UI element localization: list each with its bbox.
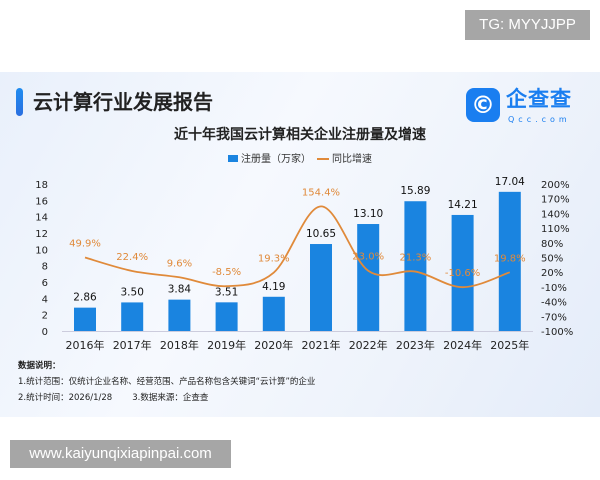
- bar-value-label: 10.65: [306, 228, 336, 240]
- left-axis-tick: 14: [35, 213, 48, 224]
- growth-value-label: 19.3%: [258, 254, 290, 265]
- bar-value-label: 17.04: [495, 176, 525, 188]
- bar-value-label: 4.19: [262, 281, 285, 293]
- growth-value-label: 23.0%: [352, 252, 384, 263]
- growth-value-label: -8.5%: [212, 267, 241, 278]
- bar-value-label: 3.50: [121, 286, 144, 298]
- legend-bar-label: 注册量（万家）: [241, 154, 311, 165]
- notes-heading: 数据说明：: [18, 361, 61, 371]
- bar-value-label: 2.86: [73, 292, 97, 304]
- website-watermark: www.kaiyunqixiapinpai.com: [10, 440, 231, 468]
- x-axis-tick: 2023年: [396, 338, 435, 352]
- left-axis-tick: 4: [42, 294, 48, 305]
- data-notes: 数据说明： 1.统计范围：仅统计企业名称、经营范围、产品名称包含关键词“云计算”…: [18, 358, 315, 406]
- right-axis-tick: 140%: [541, 209, 570, 220]
- right-axis-tick: -10%: [541, 283, 567, 294]
- growth-value-label: 49.9%: [69, 239, 101, 250]
- left-axis-tick: 10: [35, 245, 48, 256]
- notes-date: 2.统计时间：2026/1/28: [18, 393, 113, 403]
- notes-source: 3.数据来源：企查查: [132, 393, 209, 403]
- bar-value-label: 3.51: [215, 286, 238, 298]
- growth-value-label: 21.3%: [400, 253, 432, 264]
- bar: [168, 299, 191, 331]
- x-axis-tick: 2017年: [113, 338, 152, 352]
- right-axis-tick: -40%: [541, 298, 567, 309]
- logo-domain: Qcc.com: [508, 115, 571, 124]
- legend-line-label: 同比增速: [332, 154, 372, 165]
- x-axis-tick: 2021年: [302, 338, 341, 352]
- notes-line-2: 2.统计时间：2026/1/28 3.数据来源：企查查: [18, 390, 315, 406]
- report-title: 云计算行业发展报告: [33, 90, 213, 114]
- chart-legend: 注册量（万家） 同比增速: [0, 153, 600, 167]
- qcc-logo: © 企查查 Qcc.com: [466, 86, 586, 128]
- bar-value-label: 14.21: [448, 199, 478, 211]
- x-axis-tick: 2019年: [207, 338, 246, 352]
- right-axis-tick: -70%: [541, 312, 567, 323]
- telegram-badge: TG: MYYJJPP: [465, 10, 590, 40]
- bar: [215, 302, 238, 331]
- growth-value-label: 19.8%: [494, 253, 526, 264]
- left-axis-tick: 2: [42, 311, 48, 322]
- bar: [498, 191, 521, 331]
- left-axis-tick: 0: [42, 327, 48, 338]
- right-axis-tick: 200%: [541, 180, 570, 191]
- bar-value-label: 15.89: [400, 185, 430, 197]
- x-axis-tick: 2022年: [349, 338, 388, 352]
- x-axis-tick: 2016年: [66, 338, 105, 352]
- right-axis-tick: 170%: [541, 195, 570, 206]
- right-axis-tick: 20%: [541, 268, 563, 279]
- x-axis-tick: 2020年: [254, 338, 293, 352]
- growth-value-label: 9.6%: [167, 258, 192, 269]
- legend-line-swatch: [317, 158, 329, 160]
- bar: [310, 244, 332, 331]
- right-axis-tick: 110%: [541, 224, 570, 235]
- bar: [121, 302, 144, 331]
- title-accent-bar: [16, 88, 23, 116]
- left-axis-tick: 6: [42, 278, 48, 289]
- right-axis-tick: 80%: [541, 239, 563, 250]
- bar: [451, 214, 474, 331]
- left-axis-tick: 16: [35, 196, 48, 207]
- bar: [404, 201, 427, 331]
- left-axis-tick: 12: [35, 229, 48, 240]
- left-axis-tick: 18: [35, 180, 48, 191]
- x-axis-tick: 2025年: [490, 338, 529, 352]
- bar: [262, 296, 285, 331]
- logo-text: 企查查: [506, 87, 572, 111]
- growth-value-label: -10.6%: [445, 268, 480, 279]
- right-axis-tick: -100%: [541, 327, 573, 338]
- growth-line: [84, 205, 511, 289]
- x-axis-tick: 2018年: [160, 338, 199, 352]
- notes-line-1: 1.统计范围：仅统计企业名称、经营范围、产品名称包含关键词“云计算”的企业: [18, 377, 316, 387]
- chart-title: 近十年我国云计算相关企业注册量及增速: [174, 127, 426, 143]
- right-axis-tick: 50%: [541, 254, 563, 265]
- legend-bar-swatch: [228, 155, 238, 162]
- bar: [74, 307, 96, 331]
- bar: [357, 224, 380, 331]
- left-axis-tick: 8: [42, 262, 48, 273]
- growth-value-label: 22.4%: [116, 252, 148, 263]
- bar-value-label: 13.10: [353, 208, 383, 220]
- growth-value-label: 154.4%: [302, 187, 340, 198]
- bar-value-label: 3.84: [168, 284, 192, 296]
- qcc-logo-icon: ©: [466, 88, 500, 122]
- x-axis-tick: 2024年: [443, 338, 482, 352]
